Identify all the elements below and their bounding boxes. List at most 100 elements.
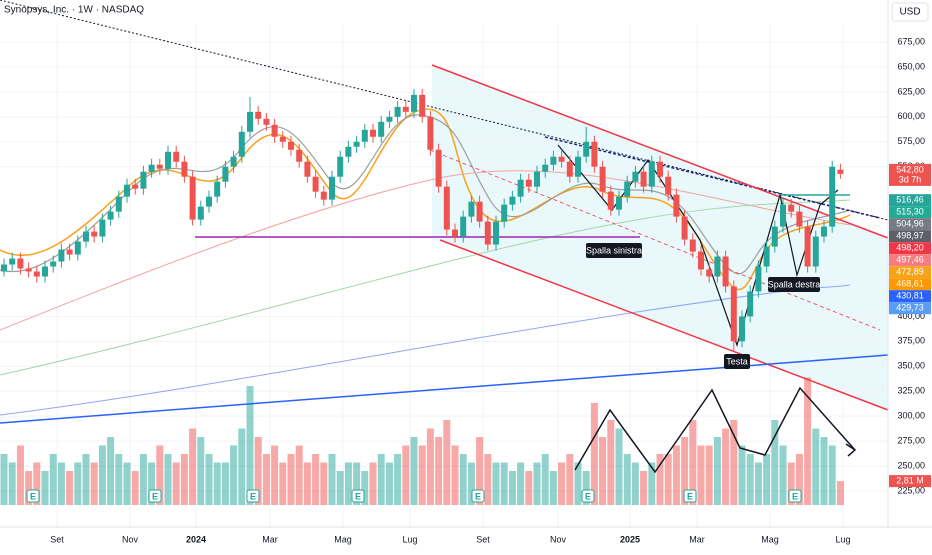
volume-bar: [49, 454, 57, 505]
currency-box[interactable]: [891, 2, 929, 22]
candle-body: [206, 196, 212, 207]
volume-bar: [90, 462, 98, 505]
candle-body: [788, 204, 795, 212]
volume-bar: [517, 462, 525, 505]
candle-body: [821, 226, 827, 237]
volume-bar: [33, 462, 41, 505]
candle-body: [607, 191, 614, 210]
candle-body: [443, 186, 450, 230]
candle-body: [411, 94, 417, 112]
candle-body: [476, 201, 483, 222]
volume-bar: [574, 462, 582, 505]
price-tag: [889, 278, 931, 291]
volume-bar: [377, 454, 385, 505]
volume-bar: [156, 445, 164, 505]
price-tag: [889, 194, 931, 207]
volume-bar: [607, 420, 615, 505]
volume-bar: [476, 437, 484, 505]
candle-body: [599, 166, 606, 192]
candle-body: [214, 181, 221, 197]
volume-bar: [172, 462, 180, 505]
candle-body: [83, 231, 89, 242]
price-tag: [889, 266, 931, 279]
earnings-marker: [581, 489, 595, 503]
candle-body: [435, 149, 442, 187]
volume-bar: [361, 471, 369, 505]
y-tick-label: 325,00: [897, 386, 925, 396]
volume-bar: [221, 462, 229, 505]
price-tag-label: 504,96: [896, 219, 924, 229]
price-tag-label: 516,46: [896, 195, 924, 205]
earnings-marker: [351, 489, 365, 503]
y-tick-label: 350,00: [897, 361, 925, 371]
candle-body: [419, 94, 426, 117]
candle-body: [525, 179, 532, 187]
volume-bar: [631, 462, 639, 505]
volume-bar: [98, 445, 106, 505]
candle-body: [575, 156, 581, 177]
currency[interactable]: USD: [899, 7, 920, 18]
volume-bar: [435, 437, 443, 505]
y-tick-label: 250,00: [897, 460, 925, 470]
candle-body: [673, 194, 680, 217]
candle-body: [320, 191, 327, 200]
volume-bar: [828, 445, 836, 505]
price-tag-label: 472,89: [896, 267, 924, 277]
earnings-label: E: [152, 491, 158, 501]
candle-body: [189, 176, 196, 220]
axes: 675,00650,00625,00600,00575,00550,00400,…: [50, 36, 931, 544]
candle-body: [296, 149, 303, 162]
candle-body: [58, 249, 65, 262]
volume-bar: [500, 462, 508, 505]
volume-bar: [41, 471, 49, 505]
candle-body: [263, 118, 270, 125]
volume-bar: [271, 445, 279, 505]
volume-bar: [672, 445, 680, 505]
y-tick-label: 375,00: [897, 336, 925, 346]
candle-body: [542, 164, 549, 172]
candle-body: [1, 264, 7, 272]
earnings-marker: [246, 489, 260, 503]
x-tick-label: Lug: [402, 534, 417, 544]
volume-bar: [754, 462, 762, 505]
candle-body: [812, 236, 819, 267]
candle-body: [271, 124, 278, 137]
price-tag: [889, 254, 931, 267]
volume-bar: [615, 428, 623, 505]
chart-title: Synopsys, Inc. · 1W · NASDAQ: [4, 5, 144, 16]
candle-body: [17, 258, 24, 269]
x-tick-label: Nov: [550, 534, 567, 544]
price-tag-label: 498,20: [896, 243, 924, 253]
price-tag: [889, 163, 931, 186]
volume-bar: [164, 454, 172, 505]
candle-body: [427, 116, 434, 150]
volume-bar: [16, 445, 24, 505]
candle-body: [197, 206, 204, 220]
earnings-marker: [26, 489, 40, 503]
volume-bar: [74, 462, 82, 505]
volume-bar: [344, 462, 352, 505]
volume-bar: [648, 462, 656, 505]
volume-bar: [492, 462, 500, 505]
candle-body: [624, 181, 631, 197]
candles: [1, 88, 844, 352]
annotation-box: [724, 354, 750, 369]
volume-bar: [787, 462, 795, 505]
volume-bar: [328, 454, 336, 505]
earnings-label: E: [475, 491, 481, 501]
candle-body: [124, 184, 130, 197]
volume-bar: [558, 462, 566, 505]
volume-bar: [353, 462, 361, 505]
volume-bar: [320, 462, 328, 505]
annotation: Spalla destra: [768, 279, 821, 289]
candle-body: [345, 146, 352, 157]
candle-body: [452, 229, 458, 237]
volume-bar: [295, 445, 303, 505]
volume-bar: [279, 462, 287, 505]
volume-bar: [738, 445, 746, 505]
volume-bar: [57, 462, 65, 505]
volume-bar: [205, 454, 213, 505]
y-tick-label: 650,00: [897, 61, 925, 71]
annotation-box: [586, 243, 642, 258]
